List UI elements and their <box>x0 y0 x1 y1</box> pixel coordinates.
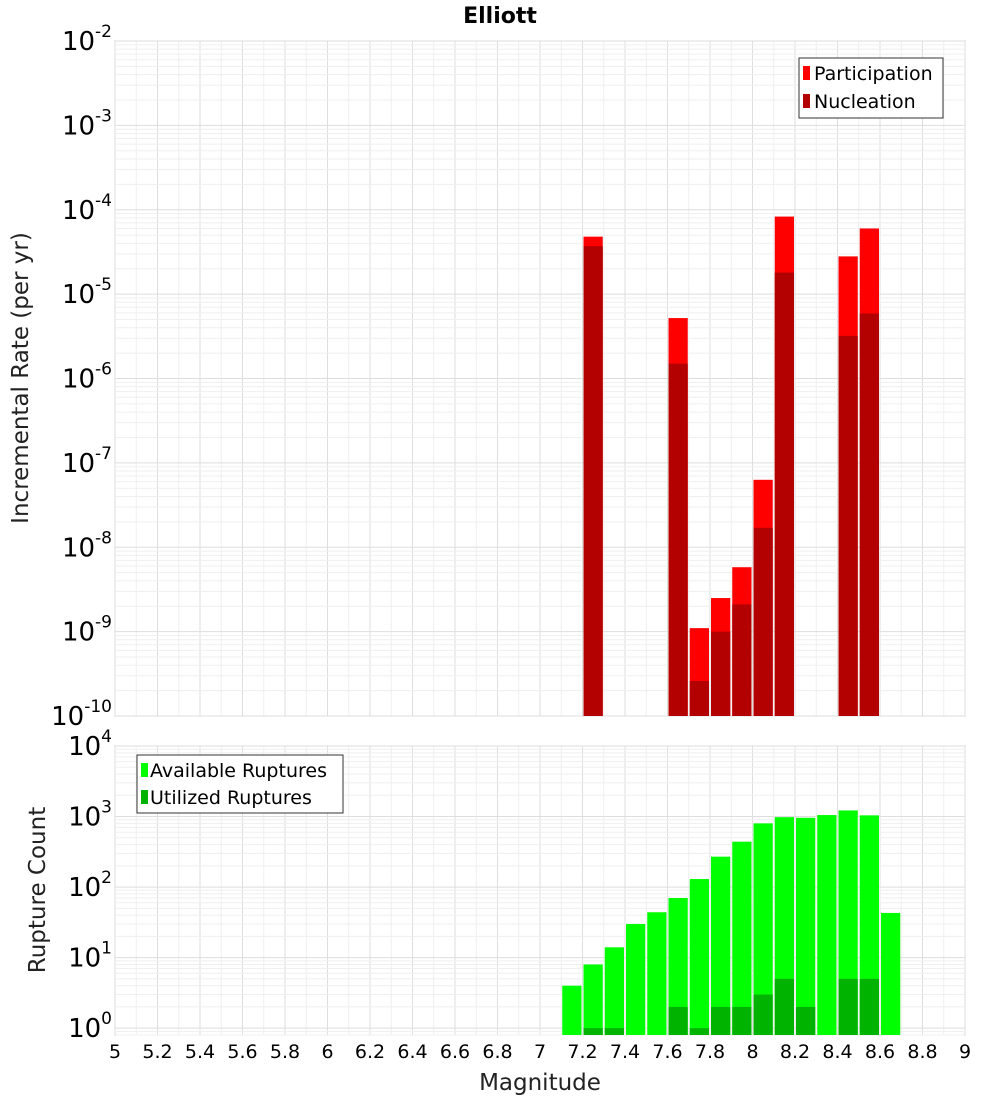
bar-nucleation <box>711 631 731 716</box>
bar-utilized-ruptures <box>711 1006 731 1035</box>
bar-available-ruptures <box>881 912 901 1035</box>
bar-available-ruptures <box>689 879 709 1035</box>
y-tick-label: 102 <box>68 868 112 903</box>
x-tick-label: 7.8 <box>695 1041 725 1063</box>
rate-gridlines <box>114 40 966 717</box>
count-legend-box <box>136 754 344 814</box>
bar-available-ruptures <box>817 815 837 1035</box>
bar-utilized-ruptures <box>859 978 879 1035</box>
bar-nucleation <box>753 527 773 716</box>
x-tick-label: 6.6 <box>440 1041 470 1063</box>
x-tick-label: 5 <box>109 1041 121 1063</box>
legend-swatch-available-ruptures <box>141 763 148 777</box>
x-tick-label: 6.4 <box>397 1041 427 1063</box>
x-tick-label: 7 <box>534 1041 546 1063</box>
x-tick-label: 8.4 <box>822 1041 852 1063</box>
bar-available-ruptures <box>732 841 752 1035</box>
y-tick-label: 104 <box>68 727 112 762</box>
x-tick-label: 5.2 <box>142 1041 172 1063</box>
bar-nucleation <box>732 604 752 716</box>
y-tick-label: 10-10 <box>51 697 112 732</box>
x-tick-labels: 5 5.2 5.4 5.6 5.8 6 6.2 6.4 6.6 6.8 7 7.2 7.4 7.6 7.8 8… <box>109 1041 971 1063</box>
bar-utilized-ruptures <box>838 978 858 1035</box>
bar-utilized-ruptures <box>732 1006 752 1035</box>
rate-bars <box>583 216 879 716</box>
count-panel: 100 101 102 103 104 5 5.2 5.4 5.6 5.8 6 6.2 6.4 6.6 6… <box>25 727 971 1096</box>
y-tick-label: 10-2 <box>62 22 112 57</box>
bar-utilized-ruptures <box>583 1028 603 1035</box>
bar-available-ruptures <box>796 817 816 1035</box>
count-legend: Available Ruptures Utilized Ruptures <box>136 754 344 814</box>
x-tick-label: 6.8 <box>482 1041 512 1063</box>
legend-swatch-participation <box>803 66 810 80</box>
x-axis-label: Magnitude <box>479 1070 601 1096</box>
y-tick-label: 101 <box>68 939 112 974</box>
x-tick-label: 5.8 <box>270 1041 300 1063</box>
x-tick-label: 8.8 <box>907 1041 937 1063</box>
bar-utilized-ruptures <box>689 1028 709 1035</box>
x-tick-label: 5.6 <box>227 1041 257 1063</box>
y-tick-label: 10-7 <box>62 444 112 479</box>
rate-y-axis-label: Incremental Rate (per yr) <box>8 232 34 524</box>
x-tick-label: 9 <box>959 1041 971 1063</box>
bar-available-ruptures <box>647 912 667 1035</box>
bar-nucleation <box>774 272 794 716</box>
legend-label-participation: Participation <box>814 63 933 85</box>
bar-nucleation <box>838 335 858 716</box>
bar-nucleation <box>689 680 709 716</box>
chart-title: Elliott <box>463 4 537 29</box>
count-y-tick-labels: 100 101 102 103 104 <box>68 727 112 1044</box>
bar-available-ruptures <box>626 923 646 1035</box>
y-tick-label: 103 <box>68 798 112 833</box>
count-bars <box>562 810 901 1035</box>
bar-utilized-ruptures <box>668 1006 688 1035</box>
x-tick-label: 6.2 <box>355 1041 385 1063</box>
rate-panel: 10-10 10-9 10-8 10-7 10-6 10-5 10-4 10-3 10-2 In… <box>8 22 966 732</box>
bar-nucleation <box>668 363 688 716</box>
legend-label-nucleation: Nucleation <box>814 91 916 113</box>
y-tick-label: 10-6 <box>62 360 112 395</box>
x-tick-label: 8.6 <box>865 1041 895 1063</box>
x-tick-label: 7.4 <box>610 1041 640 1063</box>
legend-label-utilized-ruptures: Utilized Ruptures <box>150 787 312 809</box>
x-tick-label: 6 <box>321 1041 333 1063</box>
y-tick-label: 10-8 <box>62 528 112 563</box>
rate-y-tick-labels: 10-10 10-9 10-8 10-7 10-6 10-5 10-4 10-3 10-2 <box>51 22 112 732</box>
bar-available-ruptures <box>711 856 731 1035</box>
y-tick-label: 10-4 <box>62 191 112 226</box>
bar-utilized-ruptures <box>753 994 773 1035</box>
x-tick-label: 5.4 <box>185 1041 215 1063</box>
y-tick-label: 100 <box>68 1009 112 1044</box>
bar-utilized-ruptures <box>774 978 794 1035</box>
bar-available-ruptures <box>562 985 582 1035</box>
x-tick-label: 7.2 <box>567 1041 597 1063</box>
count-y-axis-label: Rupture Count <box>25 807 51 973</box>
bar-available-ruptures <box>753 823 773 1035</box>
x-tick-label: 8.2 <box>780 1041 810 1063</box>
bar-nucleation <box>859 313 879 716</box>
y-tick-label: 10-5 <box>62 275 112 310</box>
legend-swatch-nucleation <box>803 94 810 108</box>
rate-legend-box <box>798 57 944 119</box>
bar-available-ruptures <box>583 964 603 1035</box>
x-tick-label: 8 <box>746 1041 758 1063</box>
x-tick-label: 7.6 <box>652 1041 682 1063</box>
bar-available-ruptures <box>604 947 624 1035</box>
rate-legend: Participation Nucleation <box>798 57 944 119</box>
legend-label-available-ruptures: Available Ruptures <box>150 760 327 782</box>
bar-utilized-ruptures <box>796 1006 816 1035</box>
y-tick-label: 10-3 <box>62 106 112 141</box>
bar-nucleation <box>583 246 603 716</box>
bar-available-ruptures <box>668 898 688 1035</box>
y-tick-label: 10-9 <box>62 613 112 648</box>
legend-swatch-utilized-ruptures <box>141 790 148 804</box>
bar-utilized-ruptures <box>604 1028 624 1035</box>
